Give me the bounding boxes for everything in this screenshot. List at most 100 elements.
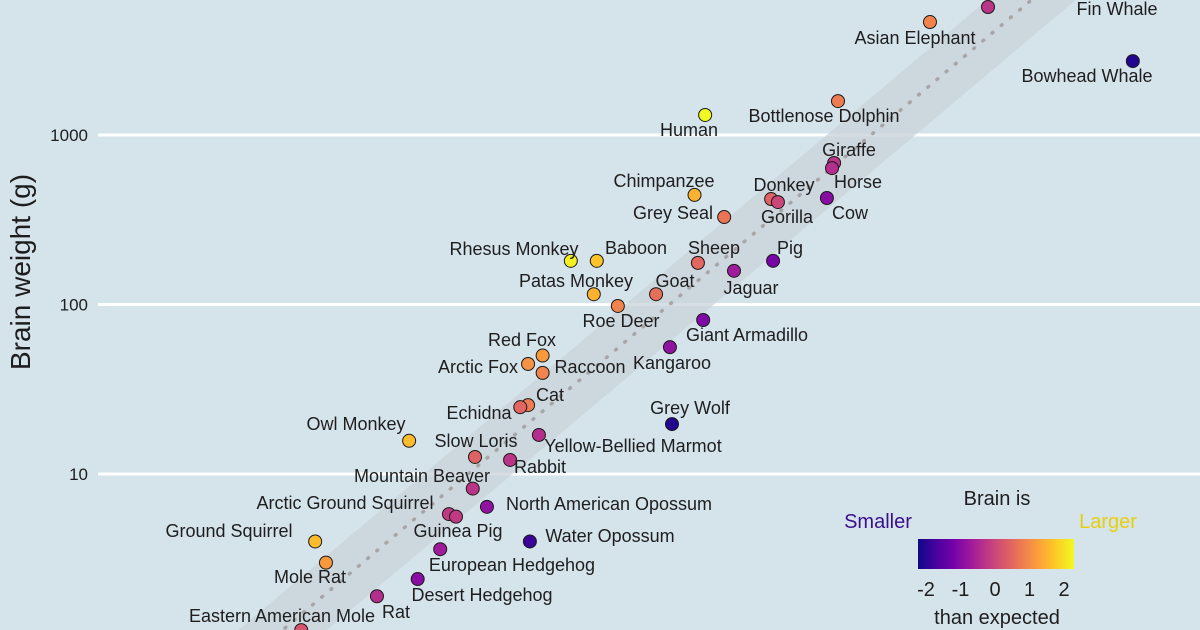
point-sheep (690, 255, 705, 270)
label-donkey: Donkey (753, 175, 814, 195)
label-jaguar: Jaguar (723, 278, 778, 298)
label-roe-deer: Roe Deer (582, 311, 659, 331)
point-desert-hedgehog (410, 572, 425, 587)
point-gorilla (770, 195, 785, 210)
label-chimpanzee: Chimpanzee (613, 171, 714, 191)
label-european-hedgehog: European Hedgehog (429, 555, 595, 575)
label-ground-squirrel: Ground Squirrel (165, 521, 292, 541)
label-kangaroo: Kangaroo (633, 353, 711, 373)
point-ground-squirrel (308, 534, 323, 549)
point-slow-loris (468, 449, 483, 464)
label-human: Human (660, 120, 718, 140)
label-goat: Goat (655, 271, 694, 291)
point-cow (819, 190, 834, 205)
label-gorilla: Gorilla (761, 207, 814, 227)
label-rat: Rat (382, 602, 410, 622)
point-jaguar (727, 263, 741, 278)
label-arctic-ground-squirrel: Arctic Ground Squirrel (256, 493, 433, 513)
labels-layer: Fin Whale Asian Elephant Bowhead Whale Bott… (165, 0, 1157, 626)
label-mountain-beaver: Mountain Beaver (354, 466, 490, 486)
point-european-hedgehog (433, 542, 448, 557)
label-fin-whale: Fin Whale (1076, 0, 1157, 19)
label-owl-monkey: Owl Monkey (306, 414, 405, 434)
point-north-american-opossum (479, 499, 494, 514)
point-human (698, 107, 713, 122)
label-rhesus-monkey: Rhesus Monkey (449, 239, 578, 259)
point-unlabeled (981, 0, 996, 15)
colorbar (918, 539, 1074, 569)
label-sheep: Sheep (688, 238, 740, 258)
label-giraffe: Giraffe (822, 140, 876, 160)
y-tick-label: 10 (69, 465, 88, 484)
y-axis-title: Brain weight (g) (5, 174, 36, 370)
point-rabbit (503, 452, 518, 467)
point-asian-elephant (922, 15, 937, 30)
label-giant-armadillo: Giant Armadillo (686, 325, 808, 345)
label-desert-hedgehog: Desert Hedgehog (411, 585, 552, 605)
colorbar-tick-label: 0 (989, 579, 1000, 601)
legend-caption: than expected (934, 607, 1060, 629)
point-mole-rat (318, 555, 333, 570)
point-mountain-beaver (465, 481, 480, 496)
point-echidna (513, 400, 528, 415)
point-raccoon (535, 365, 550, 380)
point-grey-wolf (664, 417, 679, 432)
point-yellow-bellied-marmot (531, 427, 546, 442)
label-echidna: Echidna (446, 403, 512, 423)
label-asian-elephant: Asian Elephant (854, 28, 975, 48)
label-grey-seal: Grey Seal (633, 203, 713, 223)
point-goat (649, 287, 664, 302)
label-raccoon: Raccoon (554, 357, 625, 377)
label-water-opossum: Water Opossum (545, 526, 674, 546)
label-mole-rat: Mole Rat (274, 567, 346, 587)
label-eastern-american-mole: Eastern American Mole (189, 606, 375, 626)
confidence-band (238, 0, 1076, 630)
point-rat (369, 589, 384, 604)
point-bowhead-whale (1125, 54, 1140, 69)
legend-title: Brain is (964, 488, 1031, 510)
point-rhesus-monkey (563, 253, 578, 268)
colorbar-tick-label: -2 (917, 579, 935, 601)
label-bottlenose-dolphin: Bottlenose Dolphin (748, 106, 899, 126)
point-roe-deer (610, 298, 625, 313)
point-eastern-american-mole (294, 623, 309, 630)
point-kangaroo (662, 340, 677, 355)
colorbar-tick-label: -1 (952, 579, 970, 601)
label-grey-wolf: Grey Wolf (650, 398, 731, 418)
label-baboon: Baboon (605, 238, 667, 258)
label-cow: Cow (832, 203, 869, 223)
point-grey-seal (717, 210, 732, 225)
label-pig: Pig (777, 238, 803, 258)
colorbar-legend: Brain is Smaller Larger -2 -1 0 1 2 than exp… (844, 488, 1137, 629)
point-bottlenose-dolphin (830, 94, 845, 109)
colorbar-tick-label: 1 (1024, 579, 1035, 601)
colorbar-tick-label: 2 (1058, 579, 1069, 601)
point-arctic-fox (521, 356, 536, 371)
point-chimpanzee (687, 187, 702, 202)
label-guinea-pig: Guinea Pig (413, 521, 502, 541)
label-cat: Cat (536, 385, 564, 405)
y-tick-label: 100 (60, 296, 88, 315)
point-giant-armadillo (696, 313, 711, 328)
label-slow-loris: Slow Loris (434, 431, 517, 451)
point-guinea-pig (449, 509, 463, 524)
y-axis-ticks: 10 100 1000 (50, 126, 88, 484)
point-horse (824, 161, 839, 176)
y-tick-label: 1000 (50, 126, 88, 145)
point-water-opossum (522, 534, 537, 549)
label-arctic-fox: Arctic Fox (438, 357, 518, 377)
label-patas-monkey: Patas Monkey (519, 271, 633, 291)
legend-high-label: Larger (1079, 511, 1137, 533)
label-red-fox: Red Fox (488, 330, 556, 350)
point-pig (766, 253, 781, 268)
label-north-american-opossum: North American Opossum (506, 494, 712, 514)
point-owl-monkey (402, 433, 417, 448)
label-bowhead-whale: Bowhead Whale (1021, 66, 1152, 86)
points-layer (294, 0, 1140, 630)
point-baboon (589, 253, 604, 268)
point-red-fox (535, 348, 550, 363)
label-yellow-bellied-marmot: Yellow-Bellied Marmot (544, 436, 721, 456)
label-rabbit: Rabbit (514, 457, 566, 477)
point-patas-monkey (586, 287, 601, 302)
